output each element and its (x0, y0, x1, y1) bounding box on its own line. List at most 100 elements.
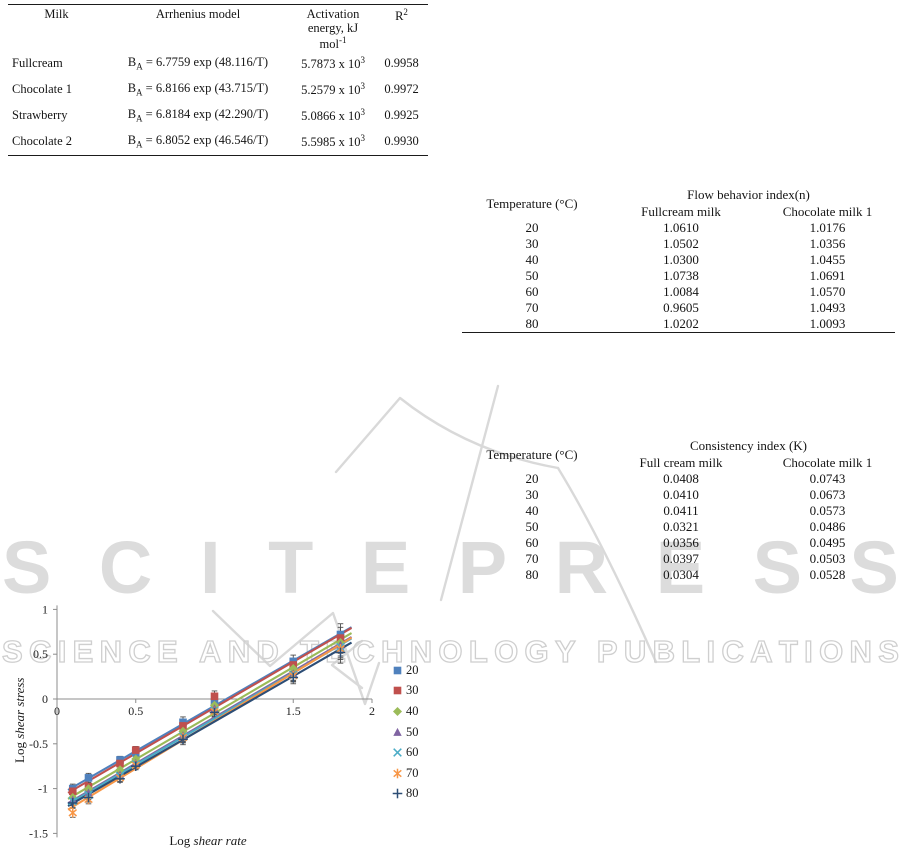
value-cell: 0.0321 (663, 519, 699, 534)
chart-legend: 20 30 40 50 60 70 80 (391, 660, 419, 804)
watermark-letter: S (878, 634, 900, 669)
consistency-index-table: Temperature (°C) Consistency index (K) F… (462, 437, 895, 583)
r-squared-cell: 0.9930 (384, 134, 419, 149)
chart-tick-labels: 10.50-0.5-1-1.500.511.52 (29, 602, 375, 840)
value-cell: 1.0570 (809, 284, 846, 299)
table-row: 70 0.9605 1.0493 (462, 300, 895, 316)
watermark-letter: C (128, 634, 152, 669)
value-cell: 1.0455 (809, 252, 846, 267)
watermark-letter: T (268, 526, 314, 609)
value-cell: 1.0356 (809, 236, 846, 251)
value-cell: 0.0743 (809, 471, 846, 486)
watermark-letter: S (752, 526, 802, 609)
x-tick-label: 0 (54, 704, 60, 718)
table-row: 50 0.0321 0.0486 (462, 519, 895, 535)
value-cell: 1.0691 (809, 268, 846, 283)
activation-energy-cell: 5.0866 x 103 (301, 107, 365, 124)
value-cell: 0.0411 (663, 503, 699, 518)
y-tick-label: -1.5 (29, 826, 48, 840)
chart-series-80 (67, 647, 346, 808)
temperature-cell: 50 (525, 519, 539, 534)
legend-label: 60 (406, 745, 419, 760)
value-cell: 0.0408 (663, 471, 699, 486)
value-cell: 0.9605 (663, 300, 699, 315)
watermark-letter: R (554, 526, 609, 609)
x-tick-label: 0.5 (128, 704, 143, 718)
value-cell: 0.0304 (663, 567, 699, 582)
table-row: 80 1.0202 1.0093 (462, 316, 895, 333)
milk-type-cell: Fullcream (12, 56, 63, 71)
temperature-cell: 20 (525, 220, 539, 235)
table-row: 30 1.0502 1.0356 (462, 236, 895, 252)
watermark-letter: C (28, 634, 52, 669)
temperature-cell: 30 (525, 236, 539, 251)
watermark-letter: P (596, 634, 618, 669)
legend-label: 20 (406, 662, 419, 677)
table-header-row: Temperature (°C) Flow behavior index(n) (462, 186, 895, 211)
legend-item-40: 40 (391, 701, 419, 722)
group-header-flow-behavior-index: Flow behavior index(n) (687, 187, 810, 202)
chart-series-30 (68, 634, 345, 796)
column-header-full-cream-milk: Full cream milk (639, 455, 723, 470)
watermark-letter: N (409, 634, 433, 669)
table-row: 60 1.0084 1.0570 (462, 284, 895, 300)
logo-mountain-outline (334, 396, 560, 474)
watermark-letter: O (438, 634, 463, 669)
flow-behavior-index-table: Temperature (°C) Flow behavior index(n) … (462, 186, 896, 333)
watermark-letter: Y (554, 634, 576, 669)
table-header-row: Temperature (°C) Consistency index (K) (462, 437, 895, 462)
trendline-40 (67, 632, 353, 800)
value-cell: 0.0503 (809, 551, 846, 566)
temperature-cell: 60 (525, 535, 539, 550)
watermark-letter: C (98, 526, 153, 609)
value-cell: 1.0493 (809, 300, 846, 315)
value-cell: 1.0610 (663, 220, 699, 235)
table-row: Strawberry BA = 6.8184 exp (42.290/T) 5.… (8, 103, 428, 129)
watermark-letter: L (468, 634, 488, 669)
watermark-letter: A (750, 634, 774, 669)
watermark-letter: S (1, 634, 23, 669)
watermark-letter: G (524, 634, 549, 669)
logo-curve-outline (556, 466, 658, 664)
legend-item-20: 20 (391, 660, 419, 681)
watermark-letter: O (818, 634, 844, 669)
x-axis-title: Log shear rate (169, 833, 247, 848)
value-cell: 0.0673 (809, 487, 846, 502)
table-row: 30 0.0410 0.0673 (462, 487, 895, 503)
value-cell: 0.0486 (809, 519, 846, 534)
value-cell: 0.0410 (663, 487, 699, 502)
temperature-cell: 80 (525, 316, 539, 331)
value-cell: 0.0528 (809, 567, 846, 582)
trendline-80 (67, 641, 353, 807)
y-tick-label: 0 (42, 692, 48, 706)
logo-zigzag-outline (211, 609, 381, 706)
watermark-letter: H (380, 634, 404, 669)
watermark-letter: A (198, 634, 222, 669)
watermark-letter: N (849, 634, 873, 669)
watermark-letter: C (721, 634, 745, 669)
temperature-cell: 20 (525, 471, 539, 486)
temperature-cell: 60 (525, 284, 539, 299)
model-cell: BA = 6.8166 exp (43.715/T) (127, 80, 269, 98)
group-header-consistency-index: Consistency index (K) (690, 438, 807, 453)
watermark-letter: S (2, 526, 52, 609)
table-row: 80 0.0304 0.0528 (462, 567, 895, 583)
trendline-30 (67, 627, 353, 794)
watermark-letter: I (804, 634, 814, 669)
legend-item-30: 30 (391, 681, 419, 702)
watermark-letter: C (352, 634, 376, 669)
activation-energy-cell: 5.2579 x 103 (301, 81, 365, 98)
table-row: 40 1.0300 1.0455 (462, 252, 895, 268)
milk-type-cell: Strawberry (12, 108, 68, 123)
column-header-temperature: Temperature (°C) (486, 195, 578, 211)
diamond-marker-icon (393, 706, 402, 716)
column-header-milk: Milk (44, 7, 69, 21)
watermark-letter: E (156, 634, 178, 669)
square-marker-icon (393, 687, 402, 695)
watermark-letter: P (457, 526, 508, 609)
column-header-activation-energy: Activation energy, kJ mol-1 (306, 7, 360, 52)
arrhenius-model-table: Milk Arrhenius model Activation energy, … (8, 4, 428, 157)
watermark-letter: I (57, 634, 67, 669)
